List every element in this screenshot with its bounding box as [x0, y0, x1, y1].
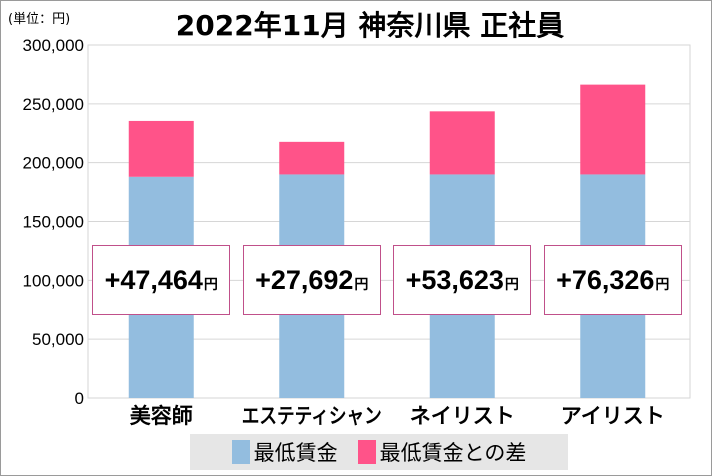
legend: 最低賃金 最低賃金との差 — [190, 434, 568, 470]
yen-unit: 円 — [354, 276, 369, 292]
bar-diff — [580, 84, 646, 175]
legend-swatch — [231, 440, 250, 464]
diff-label-box: +76,326 円 — [543, 245, 682, 315]
diff-value: +53,623 — [405, 264, 504, 295]
yen-unit: 円 — [504, 276, 519, 292]
diff-value: +76,326 — [556, 264, 655, 295]
chart-title: 2022年11月 神奈川県 正社員 — [175, 9, 565, 42]
x-category-label: ネイリスト — [410, 404, 515, 428]
diff-value: +27,692 — [255, 264, 354, 295]
diff-value: +47,464 — [104, 264, 203, 295]
bar-diff — [279, 141, 345, 175]
bar-diff — [128, 120, 194, 177]
legend-item-diff: 最低賃金との差 — [357, 437, 527, 467]
y-tick-label: 100,000 — [23, 271, 84, 290]
yen-unit: 円 — [655, 276, 670, 292]
x-category-label: 美容師 — [130, 404, 193, 428]
y-tick-label: 150,000 — [23, 213, 84, 232]
legend-label: 最低賃金 — [253, 441, 338, 465]
y-tick-label: 200,000 — [23, 154, 84, 173]
yen-unit: 円 — [203, 276, 218, 292]
bar-diff — [429, 111, 495, 175]
x-category-label: アイリスト — [561, 404, 665, 428]
y-tick-label: 250,000 — [23, 95, 84, 114]
unit-label: (単位：円) — [8, 12, 71, 27]
diff-label-box: +53,623 円 — [393, 245, 532, 315]
diff-label-box: +47,464 円 — [92, 245, 231, 315]
legend-swatch — [357, 440, 376, 464]
y-tick-label: 300,000 — [23, 36, 84, 55]
diff-label-box: +27,692 円 — [242, 245, 381, 315]
legend-label: 最低賃金との差 — [379, 441, 527, 465]
legend-item-min-wage: 最低賃金 — [231, 437, 338, 467]
y-tick-label: 0 — [75, 389, 84, 408]
x-category-label: エステティシャン — [242, 404, 382, 428]
y-tick-label: 50,000 — [32, 330, 84, 349]
